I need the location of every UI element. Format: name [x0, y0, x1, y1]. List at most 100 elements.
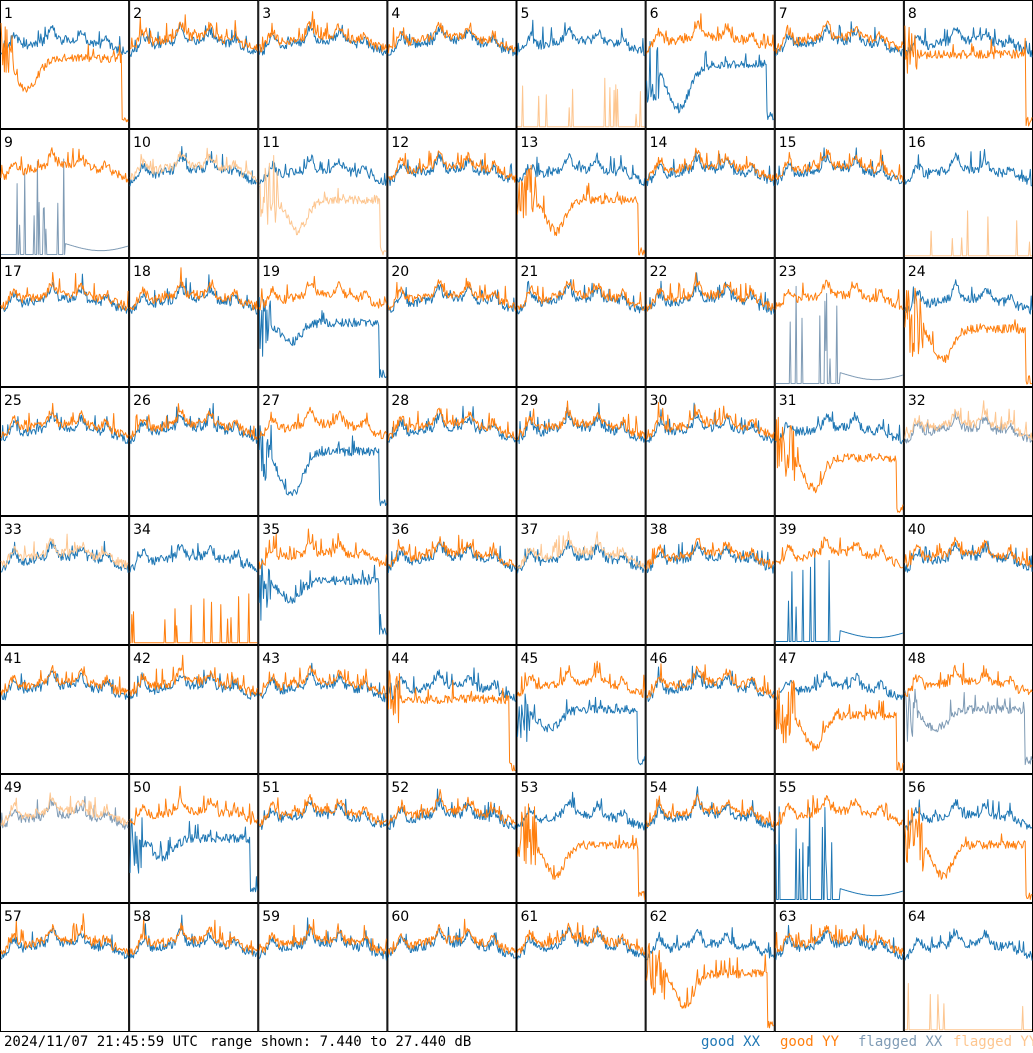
- panel-frame: [516, 774, 646, 903]
- panel-17-xx-line: [0, 273, 129, 314]
- panel-frame: [258, 774, 388, 903]
- panel-54-xx-line: [646, 786, 775, 832]
- panel-33: 33: [0, 516, 130, 645]
- panel-23-xx-line: [775, 285, 904, 384]
- panel-frame: [903, 903, 1033, 1032]
- panel-30-xx-line: [646, 402, 775, 444]
- panel-frame: [129, 0, 259, 129]
- panel-frame: [903, 516, 1033, 645]
- panel-62-yy-line: [646, 942, 775, 1029]
- panel-45-xx-line: [517, 693, 646, 766]
- panel-9-xx-line: [1, 158, 129, 255]
- panel-41: 41: [0, 645, 130, 774]
- panel-52-yy-line: [387, 789, 516, 826]
- panel-34: 34: [129, 516, 259, 645]
- panel-7: 7: [774, 0, 904, 129]
- panel-64-yy-line: [904, 983, 1032, 1031]
- panel-18-xx-line: [129, 274, 258, 315]
- panel-frame: [774, 0, 904, 129]
- panel-61: 61: [516, 903, 646, 1032]
- panel-63-xx-line: [775, 924, 904, 961]
- panel-label: 35: [262, 522, 280, 538]
- panel-frame: [0, 774, 130, 903]
- panel-25-xx-line: [0, 411, 129, 444]
- panel-33-yy-line: [0, 533, 129, 569]
- legend-good-yy: good YY: [780, 1034, 840, 1050]
- panel-label: 17: [4, 264, 22, 280]
- panel-label: 3: [262, 6, 271, 22]
- panel-10-yy-line: [129, 147, 258, 183]
- panel-52-xx-line: [387, 788, 516, 830]
- panel-label: 7: [779, 6, 788, 22]
- panel-label: 46: [650, 651, 668, 667]
- panel-label: 32: [908, 393, 926, 409]
- panel-frame: [258, 129, 388, 258]
- panel-13-yy-line: [517, 164, 646, 256]
- panel-label: 18: [133, 264, 151, 280]
- panel-49-yy-line: [0, 792, 129, 827]
- panel-48: 48: [903, 645, 1033, 774]
- panel-50: 50: [129, 774, 259, 903]
- panel-label: 49: [4, 780, 22, 796]
- panel-frame: [129, 129, 259, 258]
- panel-frame: [774, 903, 904, 1032]
- panel-12-yy-line: [388, 150, 516, 183]
- panel-label: 43: [262, 651, 280, 667]
- panel-42-yy-line: [129, 654, 258, 697]
- panel-19-xx-line: [258, 297, 387, 379]
- panel-label: 61: [521, 909, 539, 925]
- panel-47-yy-line: [775, 680, 904, 772]
- panel-25-yy-line: [0, 402, 129, 439]
- panel-label: 20: [391, 264, 409, 280]
- panel-46-yy-line: [646, 663, 775, 699]
- panel-40-xx-line: [904, 540, 1033, 573]
- panel-frame: [129, 516, 259, 645]
- panel-label: 38: [650, 522, 668, 538]
- panel-5-yy-line: [517, 77, 645, 128]
- panel-9: 9: [0, 129, 130, 258]
- panel-22-yy-line: [646, 272, 775, 312]
- panel-57: 57: [0, 903, 130, 1032]
- panel-label: 29: [521, 393, 539, 409]
- panel-label: 22: [650, 264, 668, 280]
- panel-frame: [645, 258, 775, 387]
- panel-frame: [387, 774, 517, 903]
- panel-45: 45: [516, 645, 646, 774]
- panel-label: 64: [908, 909, 926, 925]
- panel-10: 10: [129, 129, 259, 258]
- panel-label: 13: [521, 135, 539, 151]
- panel-frame: [903, 387, 1033, 516]
- panel-label: 45: [521, 651, 539, 667]
- panel-label: 33: [4, 522, 22, 538]
- panel-label: 14: [650, 135, 668, 151]
- panel-50-yy-line: [129, 785, 258, 826]
- panel-51-yy-line: [258, 794, 387, 827]
- panel-63: 63: [774, 903, 904, 1032]
- panel-label: 15: [779, 135, 797, 151]
- panel-label: 23: [779, 264, 797, 280]
- panel-8: 8: [903, 0, 1033, 129]
- panel-label: 63: [779, 909, 797, 925]
- panel-49: 49: [0, 774, 130, 903]
- panel-51: 51: [258, 774, 388, 903]
- panel-13: 13: [516, 129, 646, 258]
- panel-frame: [258, 0, 388, 129]
- legend-flagged-xx: flagged XX: [858, 1034, 943, 1050]
- panel-6-yy-line: [646, 13, 775, 54]
- panel-label: 42: [133, 651, 151, 667]
- panel-29-xx-line: [517, 403, 646, 444]
- panel-label: 9: [4, 135, 13, 151]
- footer-bar: 2024/11/07 21:45:59 UTC range shown: 7.4…: [0, 1032, 1033, 1053]
- panel-44: 44: [387, 645, 517, 774]
- panel-53-yy-line: [517, 803, 646, 900]
- panel-43: 43: [258, 645, 388, 774]
- panel-1: 1: [0, 0, 130, 129]
- panel-frame: [774, 387, 904, 516]
- panel-60: 60: [387, 903, 517, 1032]
- panel-frame: [258, 516, 388, 645]
- panel-label: 31: [779, 393, 797, 409]
- panel-20-yy-line: [387, 277, 516, 312]
- panel-61-yy-line: [517, 922, 646, 956]
- panel-label: 21: [521, 264, 539, 280]
- panel-4-yy-line: [387, 21, 516, 53]
